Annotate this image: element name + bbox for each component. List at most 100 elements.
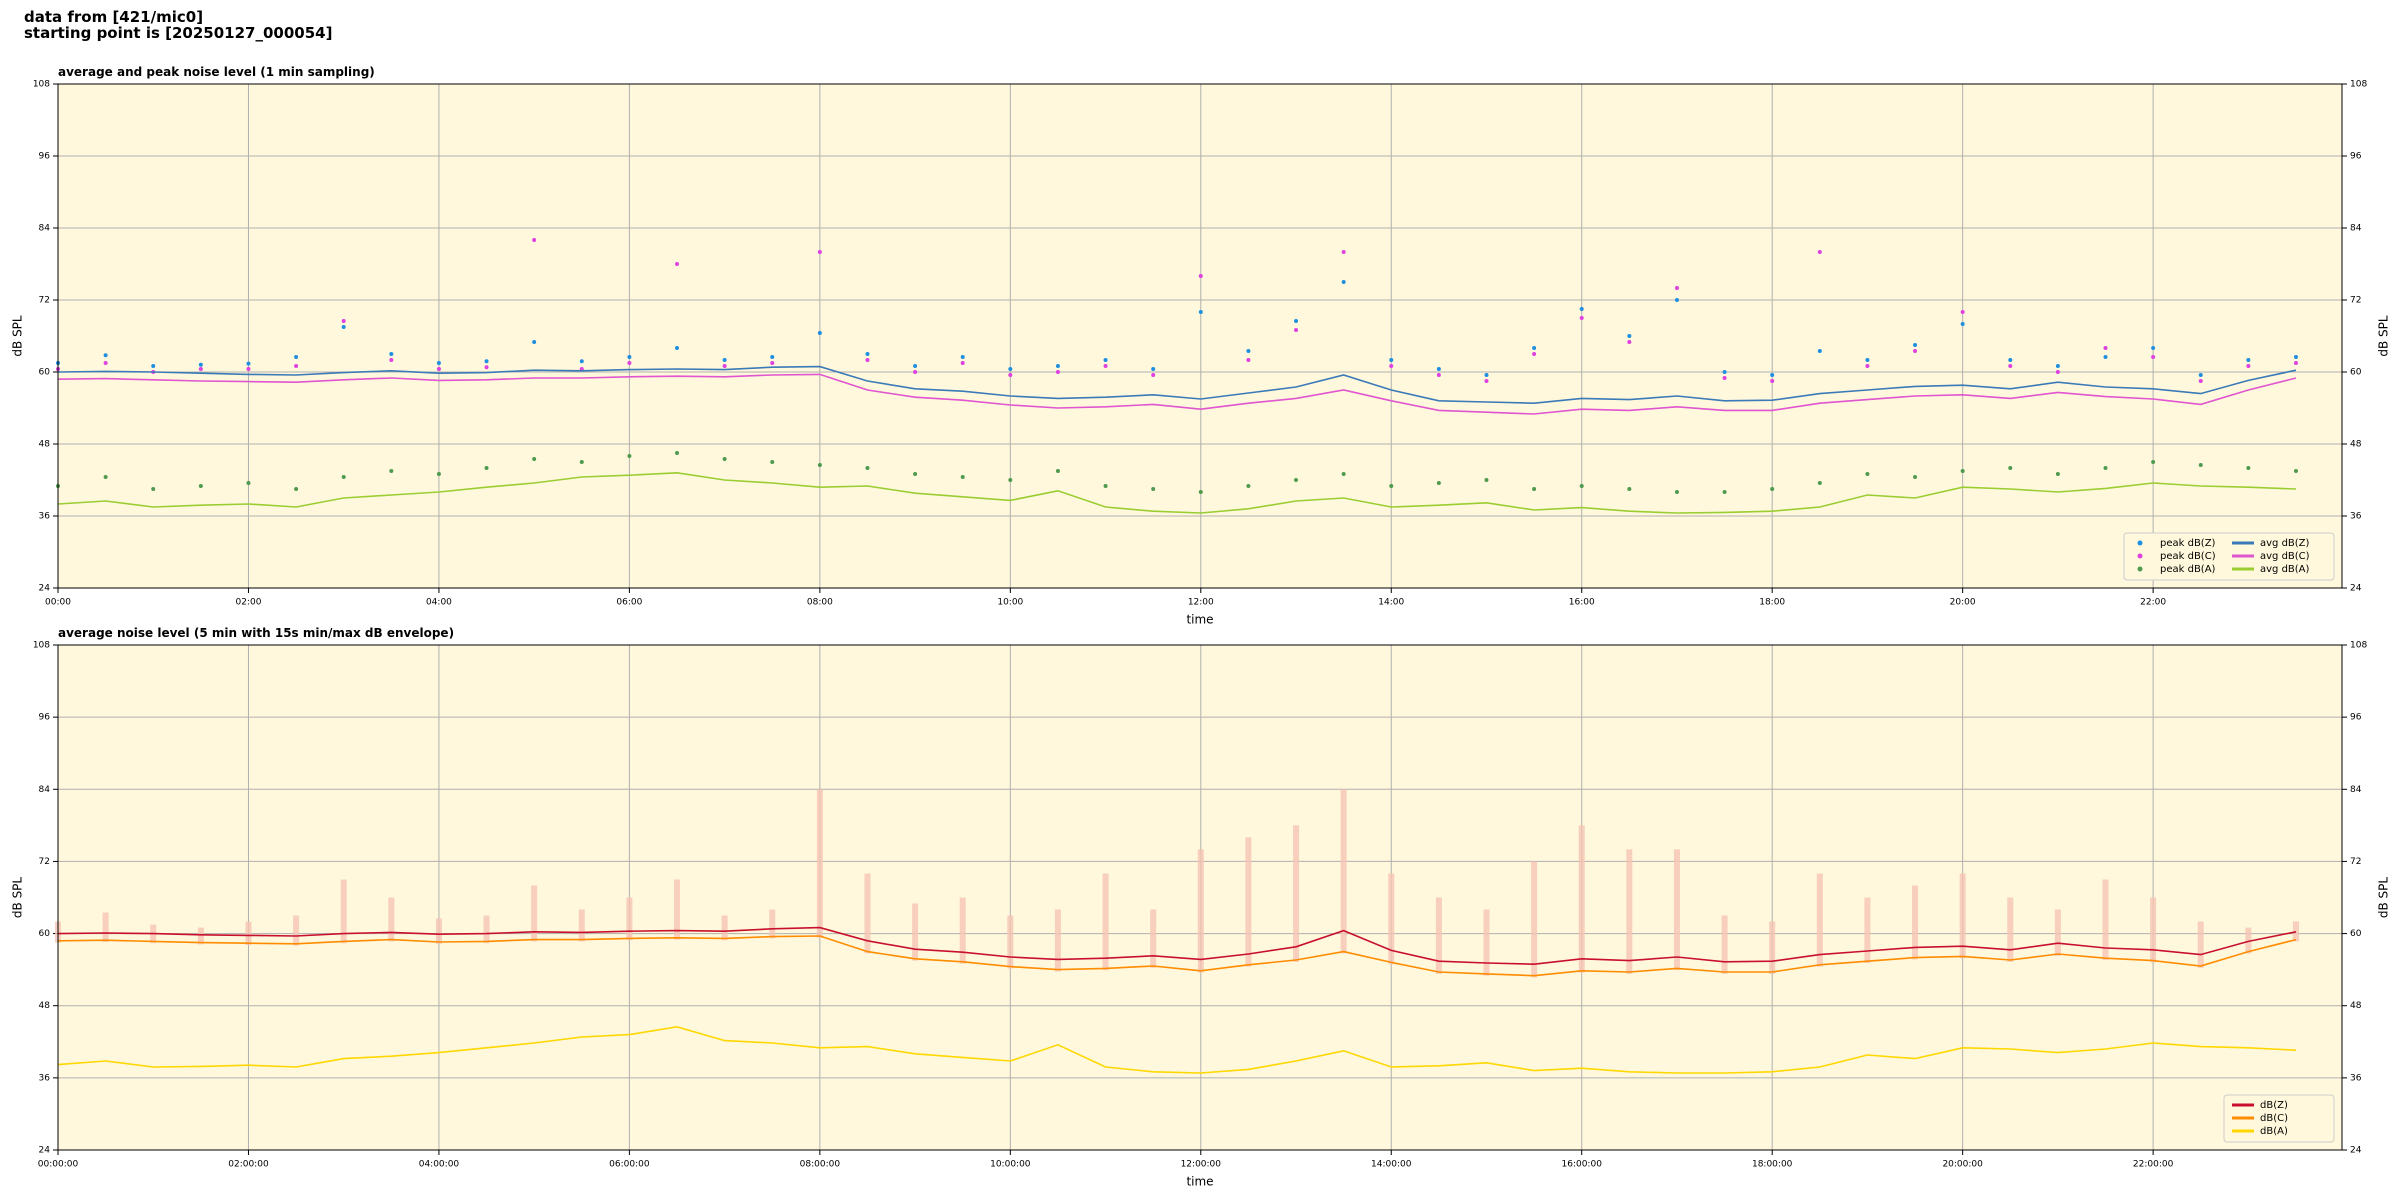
peak-point bbox=[770, 361, 775, 365]
peak-point bbox=[1960, 310, 1965, 314]
peak-point bbox=[198, 484, 203, 488]
legend-label: peak dB(Z) bbox=[2160, 538, 2216, 549]
chart-title: average and peak noise level (1 min samp… bbox=[58, 65, 375, 79]
peak-point bbox=[1532, 487, 1537, 491]
peak-point bbox=[103, 361, 108, 365]
peak-point bbox=[1389, 364, 1394, 368]
peak-point bbox=[865, 358, 870, 362]
peak-point bbox=[627, 361, 632, 365]
legend-marker bbox=[2137, 553, 2143, 559]
header-line: starting point is [20250127_000054] bbox=[24, 24, 332, 42]
peak-point bbox=[2008, 358, 2013, 362]
peak-point bbox=[246, 361, 251, 366]
y-tick-label: 96 bbox=[39, 713, 51, 723]
x-axis-label: time bbox=[1186, 613, 1213, 627]
x-tick-label: 10:00:00 bbox=[990, 1160, 1031, 1170]
y-tick-label: 72 bbox=[39, 857, 50, 867]
peak-point bbox=[341, 319, 346, 323]
peak-point bbox=[2246, 358, 2251, 362]
peak-point bbox=[2103, 466, 2108, 470]
peak-point bbox=[1770, 373, 1775, 377]
peak-point bbox=[2008, 466, 2013, 470]
y-tick-label: 84 bbox=[39, 785, 51, 795]
peak-point bbox=[151, 487, 156, 491]
x-tick-label: 00:00 bbox=[45, 598, 71, 608]
peak-point bbox=[675, 262, 680, 266]
peak-point bbox=[198, 367, 203, 371]
y-tick-label: 84 bbox=[39, 224, 51, 234]
y-tick-label: 72 bbox=[2350, 857, 2361, 867]
x-tick-label: 06:00 bbox=[616, 598, 642, 608]
peak-point bbox=[770, 355, 775, 359]
legend-label: dB(Z) bbox=[2260, 1100, 2288, 1111]
x-tick-label: 06:00:00 bbox=[609, 1160, 650, 1170]
peak-point bbox=[1913, 343, 1918, 347]
peak-point bbox=[2198, 379, 2203, 383]
peak-point bbox=[341, 325, 346, 329]
peak-point bbox=[1151, 367, 1156, 371]
y-tick-label: 72 bbox=[39, 296, 50, 306]
legend-marker bbox=[2137, 540, 2143, 546]
peak-point bbox=[1103, 364, 1108, 368]
series-line bbox=[57, 471, 2297, 514]
y-tick-label: 48 bbox=[2350, 1001, 2362, 1011]
peak-point bbox=[1055, 469, 1060, 473]
series-line bbox=[57, 926, 2297, 966]
peak-point bbox=[627, 355, 632, 359]
peak-point bbox=[1627, 334, 1632, 338]
legend-label: avg dB(Z) bbox=[2260, 538, 2310, 549]
legend-label: avg dB(A) bbox=[2260, 564, 2310, 575]
peak-point bbox=[1484, 373, 1489, 377]
peak-point bbox=[436, 361, 441, 365]
peak-point bbox=[246, 367, 251, 371]
peak-point bbox=[1674, 298, 1679, 302]
peak-point bbox=[1770, 487, 1775, 491]
y-tick-label: 36 bbox=[39, 512, 51, 522]
peak-point bbox=[1055, 370, 1060, 374]
peak-point bbox=[865, 466, 870, 470]
peak-point bbox=[1389, 484, 1394, 488]
peak-point bbox=[1532, 346, 1537, 350]
x-tick-label: 02:00 bbox=[235, 598, 261, 608]
y-tick-label: 24 bbox=[39, 1146, 51, 1156]
peak-point bbox=[1151, 487, 1156, 491]
peak-point bbox=[1198, 310, 1203, 314]
x-tick-label: 08:00 bbox=[807, 598, 833, 608]
y-tick-label: 48 bbox=[39, 1001, 51, 1011]
peak-point bbox=[722, 364, 727, 368]
legend-label: peak dB(C) bbox=[2160, 551, 2216, 562]
peak-point bbox=[1436, 373, 1441, 377]
y-tick-label: 36 bbox=[2350, 1073, 2362, 1083]
x-tick-label: 04:00 bbox=[426, 598, 452, 608]
peak-point bbox=[151, 364, 156, 368]
legend-label: avg dB(C) bbox=[2260, 551, 2310, 562]
legend-label: peak dB(A) bbox=[2160, 564, 2216, 575]
y-axis-label: dB SPL bbox=[11, 877, 25, 919]
y-axis-label: dB SPL bbox=[2377, 877, 2391, 919]
peak-point bbox=[1770, 379, 1775, 383]
y-axis-label: dB SPL bbox=[2377, 315, 2391, 357]
x-tick-label: 08:00:00 bbox=[800, 1160, 841, 1170]
y-tick-label: 36 bbox=[2350, 512, 2362, 522]
y-tick-label: 84 bbox=[2350, 785, 2362, 795]
peak-point bbox=[2103, 355, 2108, 359]
series-line bbox=[57, 365, 2297, 405]
peak-point bbox=[1103, 358, 1108, 362]
y-tick-label: 24 bbox=[2350, 584, 2362, 594]
peak-point bbox=[1722, 370, 1727, 374]
peak-point bbox=[1294, 319, 1299, 323]
y-axis-label: dB SPL bbox=[11, 315, 25, 357]
peak-point bbox=[1341, 250, 1346, 254]
x-tick-label: 00:00:00 bbox=[38, 1160, 79, 1170]
peak-point bbox=[1341, 472, 1346, 476]
peak-point bbox=[1865, 472, 1870, 476]
peak-point bbox=[389, 352, 394, 356]
peak-point bbox=[2293, 361, 2298, 365]
y-tick-label: 24 bbox=[39, 584, 51, 594]
y-tick-label: 60 bbox=[39, 929, 51, 939]
peak-point bbox=[103, 353, 108, 358]
peak-point bbox=[1008, 367, 1013, 371]
peak-point bbox=[1627, 340, 1632, 344]
peak-point bbox=[294, 487, 299, 491]
peak-point bbox=[913, 370, 918, 374]
